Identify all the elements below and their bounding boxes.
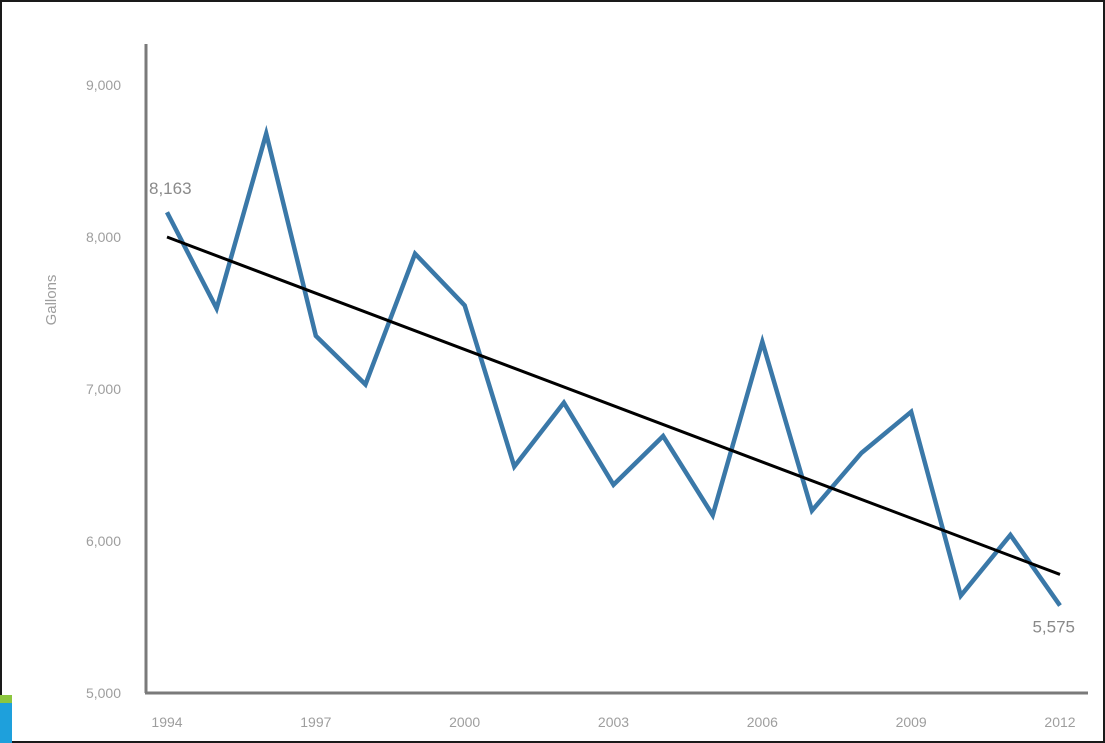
y-tick-labels: 5,000 6,000 7,000 8,000 9,000 <box>86 77 121 701</box>
y-tick-label: 6,000 <box>86 533 121 549</box>
series-layer <box>165 124 1062 607</box>
x-tick-labels: 1994 1997 2000 2003 2006 2009 2012 <box>151 714 1075 730</box>
x-tick-label: 2000 <box>449 714 480 730</box>
trend-layer <box>166 235 1061 576</box>
data-labels: 8,163 5,575 <box>149 179 1075 636</box>
corner-accent <box>0 695 12 743</box>
series-line <box>165 124 1062 607</box>
x-tick-label: 2009 <box>896 714 927 730</box>
x-tick-label: 2012 <box>1044 714 1075 730</box>
x-tick-label: 2006 <box>747 714 778 730</box>
y-tick-label: 5,000 <box>86 685 121 701</box>
y-tick-label: 7,000 <box>86 381 121 397</box>
trend-line <box>166 235 1061 576</box>
data-label: 8,163 <box>149 179 192 198</box>
y-axis-title: Gallons <box>43 275 60 326</box>
corner-accent-blue <box>0 703 12 743</box>
data-label: 5,575 <box>1032 618 1075 637</box>
x-tick-label: 1997 <box>300 714 331 730</box>
y-tick-label: 9,000 <box>86 77 121 93</box>
x-tick-label: 1994 <box>151 714 182 730</box>
x-tick-label: 2003 <box>598 714 629 730</box>
y-tick-label: 8,000 <box>86 229 121 245</box>
corner-accent-green <box>0 695 12 703</box>
